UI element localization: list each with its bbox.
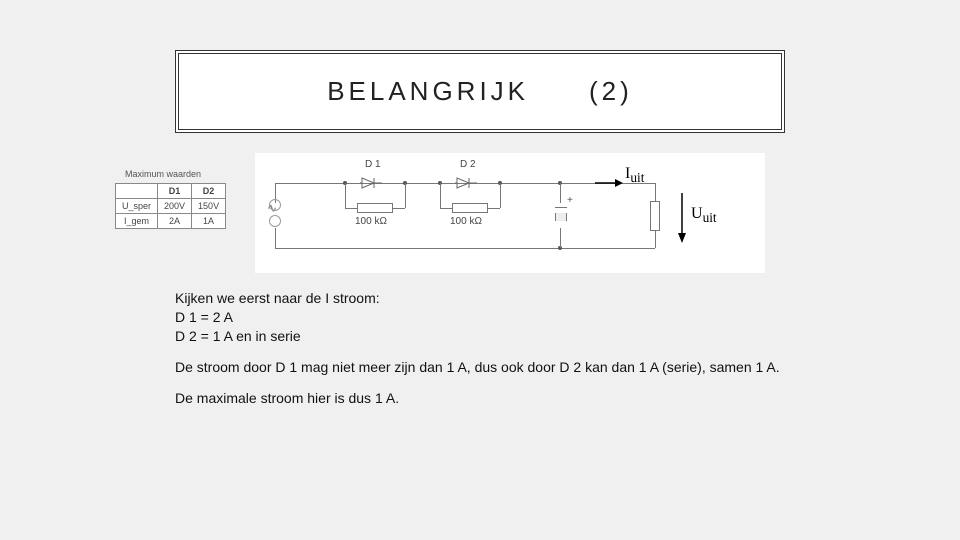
u-out-sub: uit [703,210,717,225]
table-cell: 200V [158,199,192,214]
r1-label: 100 kΩ [355,216,387,227]
load-resistor-icon [650,201,660,231]
paragraph: De maximale stroom hier is dus 1 A. [175,389,895,408]
wire [655,231,656,248]
title-box: BELANGRIJK (2) [175,50,785,133]
table-caption: Maximum waarden [125,169,201,179]
table-row: U_sper 200V 150V [116,199,226,214]
spec-table: D1 D2 U_sper 200V 150V I_gem 2A 1A [115,183,226,229]
diode-d1-icon [360,176,382,190]
table-cell: 1A [192,214,226,229]
title-row: BELANGRIJK (2) [209,76,751,107]
wire [488,208,500,209]
wire [405,183,406,208]
wire [393,208,405,209]
i-out-sub: uit [630,170,644,185]
wire [440,208,452,209]
d1-label: D 1 [365,159,381,170]
resistor-r2-icon [452,203,488,213]
wire [275,228,276,248]
u-out-symbol: U [691,205,703,222]
wire [275,248,655,249]
table-header [116,184,158,199]
table-cell: 150V [192,199,226,214]
ac-circle-icon [269,215,281,227]
table-header: D2 [192,184,226,199]
wire [440,183,441,208]
ac-circle-icon [269,199,281,211]
capacitor-plate [555,207,567,208]
title-main: BELANGRIJK [327,76,529,107]
wire [345,183,346,208]
table-row: I_gem 2A 1A [116,214,226,229]
wire [655,183,656,201]
wire [345,208,357,209]
table-cell: U_sper [116,199,158,214]
table-cell: I_gem [116,214,158,229]
paragraph: De stroom door D 1 mag niet meer zijn da… [175,358,895,377]
wire [560,183,561,203]
paragraph: Kijken we eerst naar de I stroom: D 1 = … [175,289,895,346]
capacitor-body-icon [555,213,567,221]
diode-d2-icon [455,176,477,190]
i-out-arrow-icon [595,175,623,192]
table-header: D1 [158,184,192,199]
table-row: D1 D2 [116,184,226,199]
title-number: (2) [589,76,633,107]
plus-label: + [567,195,573,206]
wire [560,228,561,248]
d2-label: D 2 [460,159,476,170]
table-cell: 2A [158,214,192,229]
text-line: D 2 = 1 A en in serie [175,328,301,344]
circuit-diagram: Maximum waarden D1 D2 U_sper 200V 150V I… [255,153,765,273]
wire [500,183,501,208]
text-line: D 1 = 2 A [175,309,233,325]
i-out-label: Iuit [625,165,644,186]
u-out-label: Uuit [691,205,717,226]
body-text: Kijken we eerst naar de I stroom: D 1 = … [175,289,895,407]
text-line: Kijken we eerst naar de I stroom: [175,290,380,306]
r2-label: 100 kΩ [450,216,482,227]
slide: BELANGRIJK (2) Maximum waarden D1 D2 U_s… [0,0,960,540]
resistor-r1-icon [357,203,393,213]
u-out-arrow-icon [675,193,689,246]
